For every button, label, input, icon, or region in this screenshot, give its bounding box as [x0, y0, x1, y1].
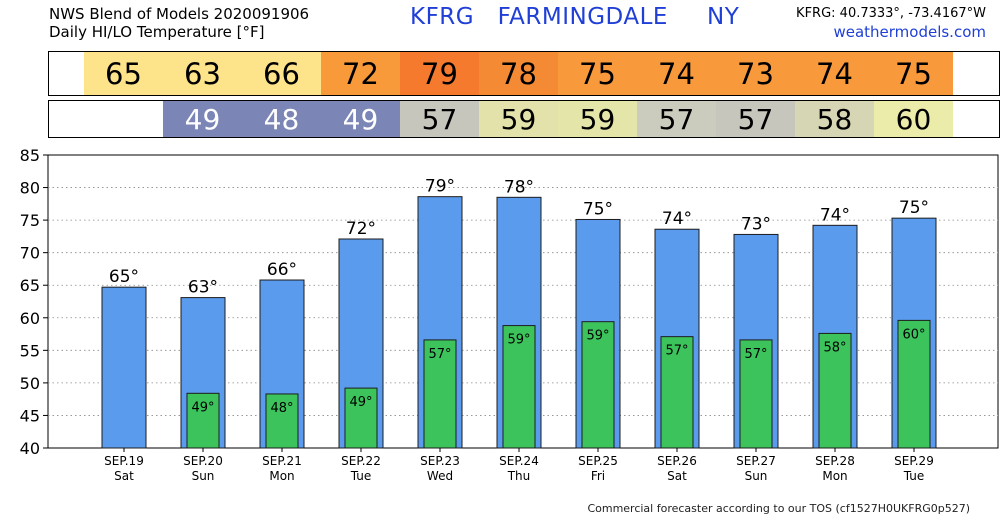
y-tick-label: 50 [20, 374, 40, 393]
x-tick-label: SEP.29 [894, 454, 934, 468]
lo-temp-cell: 58 [795, 101, 874, 137]
x-weekday-label: Sat [667, 469, 687, 483]
site-link[interactable]: weathermodels.com [833, 23, 986, 41]
hi-data-label: 74° [820, 205, 850, 225]
lo-bar [739, 339, 773, 449]
x-weekday-label: Sun [745, 469, 768, 483]
x-weekday-label: Tue [350, 469, 372, 483]
lo-data-label: 59° [586, 329, 609, 344]
y-tick-label: 70 [20, 244, 40, 263]
hi-temp-cell: 73 [716, 52, 795, 95]
hi-data-label: 79° [425, 177, 455, 197]
x-weekday-label: Sat [114, 469, 134, 483]
hi-temp-strip: 65 63 66 72 79 78 75 74 73 74 75 [48, 51, 1000, 96]
lo-bar [818, 332, 852, 449]
y-tick-label: 80 [20, 179, 40, 198]
y-tick-label: 55 [20, 341, 40, 360]
hi-data-label: 74° [662, 209, 692, 229]
lo-data-label: 48° [270, 401, 293, 416]
lo-bar [423, 339, 457, 449]
lo-temp-cell: 49 [163, 101, 242, 137]
lo-data-label: 49° [191, 400, 214, 415]
lo-temp-cell: 48 [242, 101, 321, 137]
station-state: NY [707, 4, 740, 30]
lo-temp-cell: 57 [716, 101, 795, 137]
lo-bar [186, 392, 220, 449]
lo-temp-cell: 49 [321, 101, 400, 137]
temperature-chart: 4045505560657075808565°SEP.19Sat63°49°SE… [20, 146, 999, 483]
y-tick-label: 40 [20, 439, 40, 458]
y-tick-label: 45 [20, 406, 40, 425]
lo-bar [265, 393, 299, 449]
x-weekday-label: Thu [507, 469, 531, 483]
station-code: KFRG [410, 4, 475, 30]
lo-temp-cell: 57 [637, 101, 716, 137]
hi-temp-cell: 75 [874, 52, 953, 95]
hi-temp-cell: 79 [400, 52, 479, 95]
hi-temp-cell: 65 [84, 52, 163, 95]
lo-temp-cell: 60 [874, 101, 953, 137]
lo-bar [581, 321, 615, 449]
lo-temp-cell: 59 [558, 101, 637, 137]
hi-temp-cell: 74 [795, 52, 874, 95]
hi-temp-cell: 74 [637, 52, 716, 95]
x-tick-label: SEP.20 [183, 454, 223, 468]
lo-temp-cell: 57 [400, 101, 479, 137]
hi-data-label: 75° [583, 199, 613, 219]
lo-data-label: 58° [823, 340, 846, 355]
hi-temp-cell: 72 [321, 52, 400, 95]
hi-data-label: 73° [741, 214, 771, 234]
station-name: FARMINGDALE [497, 4, 668, 30]
hi-temp-cell: 66 [242, 52, 321, 95]
x-tick-label: SEP.27 [736, 454, 776, 468]
x-tick-label: SEP.21 [262, 454, 302, 468]
x-weekday-label: Tue [903, 469, 925, 483]
lo-bar [502, 325, 536, 449]
model-title: NWS Blend of Models 2020091906 [49, 5, 310, 23]
lo-data-label: 57° [665, 344, 688, 359]
lo-temp-cell [84, 101, 163, 137]
lo-bar [660, 336, 694, 449]
hi-data-label: 78° [504, 177, 534, 197]
hi-temp-cell: 78 [479, 52, 558, 95]
station-title: KFRG FARMINGDALE NY [410, 4, 739, 30]
station-coords: KFRG: 40.7333°, -73.4167°W [796, 6, 986, 21]
y-tick-label: 85 [20, 146, 40, 165]
y-tick-label: 75 [20, 211, 40, 230]
x-weekday-label: Mon [822, 469, 847, 483]
hi-data-label: 75° [899, 198, 929, 218]
hi-temp-cell: 63 [163, 52, 242, 95]
x-tick-label: SEP.23 [420, 454, 460, 468]
y-tick-label: 60 [20, 309, 40, 328]
footer-note: Commercial forecaster according to our T… [587, 502, 970, 515]
header-left: NWS Blend of Models 2020091906 Daily HI/… [49, 5, 309, 41]
lo-data-label: 57° [428, 347, 451, 362]
hi-temp-cell: 75 [558, 52, 637, 95]
hi-data-label: 65° [109, 267, 139, 287]
x-tick-label: SEP.24 [499, 454, 539, 468]
x-weekday-label: Mon [269, 469, 294, 483]
hi-data-label: 66° [267, 260, 297, 280]
x-weekday-label: Wed [427, 469, 453, 483]
lo-temp-cell: 59 [479, 101, 558, 137]
hi-data-label: 63° [188, 278, 218, 298]
x-weekday-label: Fri [591, 469, 605, 483]
x-tick-label: SEP.25 [578, 454, 618, 468]
x-weekday-label: Sun [192, 469, 215, 483]
x-tick-label: SEP.22 [341, 454, 381, 468]
x-tick-label: SEP.26 [657, 454, 697, 468]
lo-bar [897, 319, 931, 449]
chart-title: Daily HI/LO Temperature [°F] [49, 23, 265, 41]
lo-data-label: 49° [349, 395, 372, 410]
hi-bar [101, 286, 147, 449]
x-tick-label: SEP.28 [815, 454, 855, 468]
y-tick-label: 65 [20, 276, 40, 295]
lo-data-label: 57° [744, 347, 767, 362]
lo-data-label: 60° [902, 327, 925, 342]
lo-temp-strip: 49 48 49 57 59 59 57 57 58 60 [48, 100, 1000, 138]
header-right: KFRG: 40.7333°, -73.4167°W weathermodels… [796, 5, 986, 41]
lo-data-label: 59° [507, 333, 530, 348]
x-tick-label: SEP.19 [104, 454, 144, 468]
hi-data-label: 72° [346, 219, 376, 239]
